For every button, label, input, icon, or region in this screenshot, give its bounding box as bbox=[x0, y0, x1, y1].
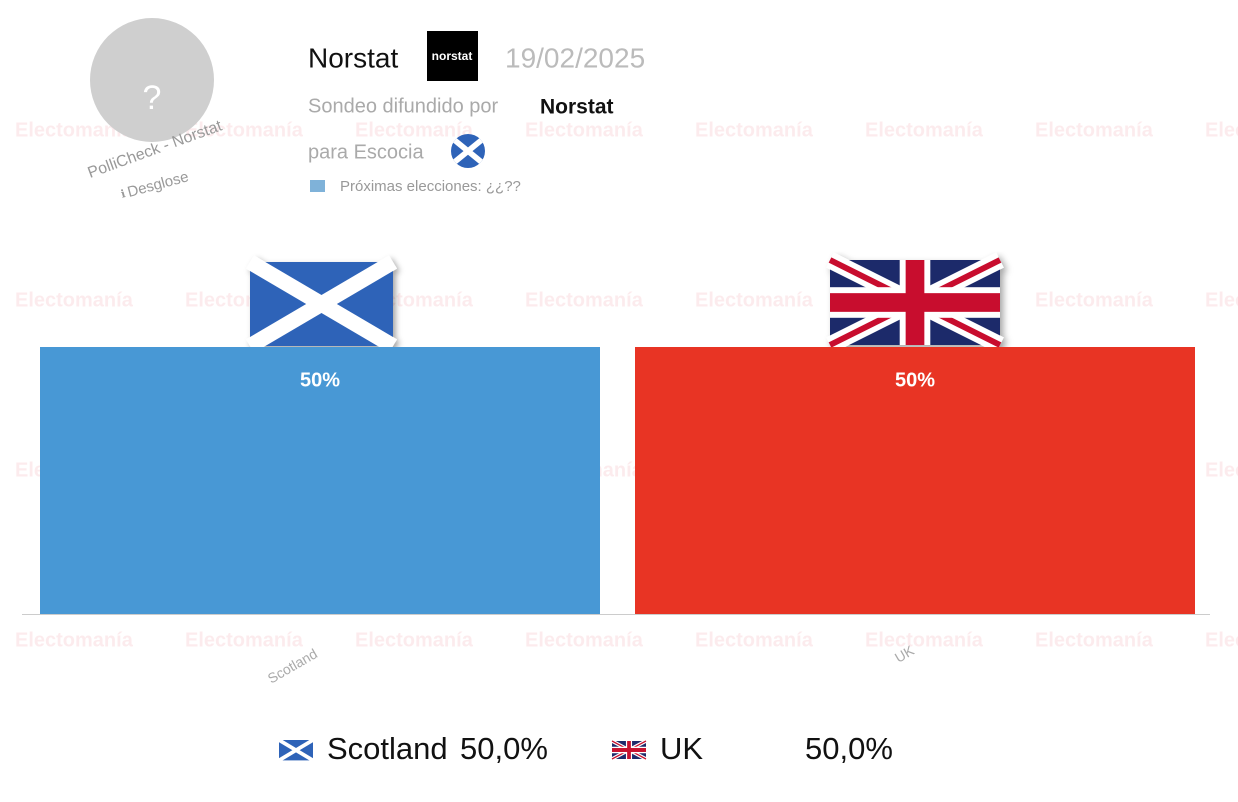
watermark: Electomanía bbox=[1205, 289, 1238, 311]
flag-uk bbox=[830, 260, 1000, 345]
region: para Escocia bbox=[308, 141, 424, 163]
watermark: Electomanía bbox=[15, 289, 134, 311]
legend-name: Scotland bbox=[327, 731, 448, 766]
watermark: Electomanía bbox=[355, 629, 474, 651]
logo-text: norstat bbox=[432, 49, 473, 63]
watermark: Electomanía bbox=[695, 119, 814, 141]
watermark: Electomanía bbox=[695, 629, 814, 651]
watermark: Electomanía bbox=[525, 629, 644, 651]
value-label: 50% bbox=[300, 369, 340, 391]
watermark: Electomanía bbox=[1035, 629, 1154, 651]
x-tick-label: Scotland bbox=[265, 645, 320, 686]
watermark: Electomanía bbox=[865, 629, 984, 651]
legend-value: 50,0% bbox=[805, 731, 893, 766]
watermark: Electomanía bbox=[1205, 119, 1238, 141]
date: 19/02/2025 bbox=[505, 42, 645, 73]
legend-flag-uk bbox=[610, 739, 648, 761]
watermark: Electomanía bbox=[695, 289, 814, 311]
pollster: Norstat bbox=[308, 42, 398, 73]
watermark: Electomanía bbox=[1035, 289, 1154, 311]
bar bbox=[635, 347, 1195, 614]
watermark: Electomanía bbox=[15, 629, 134, 651]
logo bbox=[427, 31, 478, 81]
published-by: Sondeo difundido por bbox=[308, 95, 498, 117]
info-icon: ℹ bbox=[120, 188, 127, 201]
legend-name: UK bbox=[660, 731, 703, 766]
publisher: Norstat bbox=[540, 96, 614, 119]
watermark: Electomanía bbox=[525, 119, 644, 141]
watermark: Electomanía bbox=[1035, 119, 1154, 141]
watermark: Electomanía bbox=[1205, 459, 1238, 481]
value-label: 50% bbox=[895, 369, 935, 391]
bar bbox=[40, 347, 600, 614]
watermark: Electomanía bbox=[185, 119, 304, 141]
ballot-icon bbox=[310, 180, 325, 192]
watermark: Electomanía bbox=[525, 289, 644, 311]
next-election: Próximas elecciones: ¿¿?? bbox=[340, 178, 521, 195]
watermark: Electomanía bbox=[15, 119, 134, 141]
watermark: Electomanía bbox=[1205, 629, 1238, 651]
legend-flag-scotland bbox=[277, 738, 315, 763]
flag-scotland bbox=[250, 262, 393, 346]
watermark: Electomanía bbox=[185, 629, 304, 651]
avatar bbox=[90, 18, 214, 142]
legend-value: 50,0% bbox=[460, 731, 548, 766]
watermark: Electomanía bbox=[355, 119, 474, 141]
watermark: Electomanía bbox=[865, 119, 984, 141]
avatar-text: ? bbox=[143, 79, 162, 117]
breakdown-link[interactable]: Desglose bbox=[126, 168, 191, 201]
